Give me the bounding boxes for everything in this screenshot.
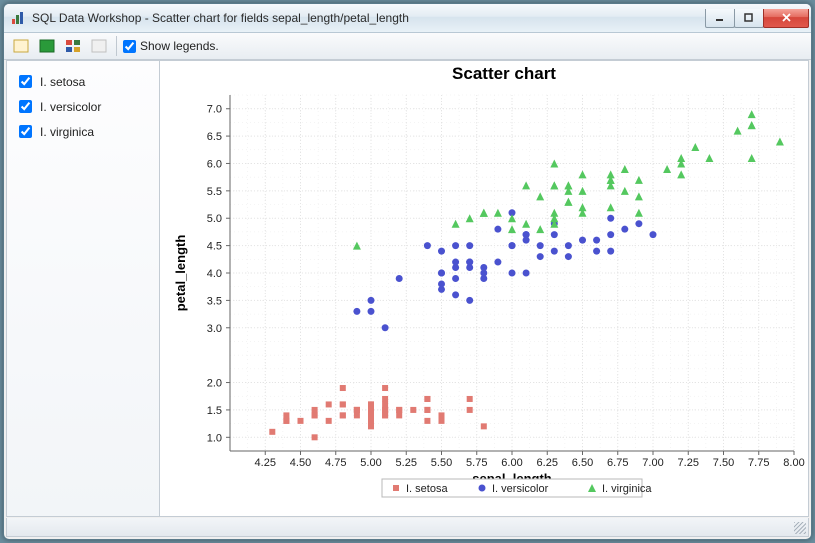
svg-text:I. versicolor: I. versicolor bbox=[492, 483, 549, 495]
svg-text:6.00: 6.00 bbox=[501, 457, 522, 469]
svg-text:4.75: 4.75 bbox=[325, 457, 346, 469]
series-checkbox[interactable] bbox=[19, 125, 32, 138]
content-body: I. setosa I. versicolor I. virginica Sca… bbox=[6, 60, 809, 517]
sidebar-item-label: I. virginica bbox=[40, 125, 94, 139]
svg-text:1.0: 1.0 bbox=[207, 432, 222, 444]
sidebar-item-label: I. setosa bbox=[40, 75, 85, 89]
maximize-button[interactable] bbox=[734, 9, 764, 28]
svg-text:7.75: 7.75 bbox=[748, 457, 769, 469]
svg-text:1.5: 1.5 bbox=[207, 405, 222, 417]
svg-text:5.25: 5.25 bbox=[396, 457, 417, 469]
chart-pane: Scatter chart 4.25 4.50 4.75 5.00 5.25 5.50 5.7… bbox=[160, 61, 808, 516]
chart-style-1-button[interactable] bbox=[10, 35, 32, 57]
svg-text:7.00: 7.00 bbox=[642, 457, 663, 469]
svg-text:5.5: 5.5 bbox=[207, 186, 222, 198]
toolbar: Show legends. bbox=[4, 33, 811, 60]
sidebar-item-setosa[interactable]: I. setosa bbox=[13, 69, 153, 94]
sidebar-item-label: I. versicolor bbox=[40, 100, 101, 114]
svg-text:5.00: 5.00 bbox=[360, 457, 381, 469]
svg-text:I. virginica: I. virginica bbox=[602, 483, 652, 495]
svg-text:petal_length: petal_length bbox=[173, 235, 188, 312]
svg-text:6.75: 6.75 bbox=[607, 457, 628, 469]
svg-text:7.50: 7.50 bbox=[713, 457, 734, 469]
svg-text:4.5: 4.5 bbox=[207, 241, 222, 253]
svg-text:4.0: 4.0 bbox=[207, 268, 222, 280]
svg-text:3.0: 3.0 bbox=[207, 323, 222, 335]
app-window: SQL Data Workshop - Scatter chart for fi… bbox=[3, 3, 812, 540]
series-checkbox[interactable] bbox=[19, 75, 32, 88]
sidebar-item-virginica[interactable]: I. virginica bbox=[13, 119, 153, 144]
scatter-chart: Scatter chart 4.25 4.50 4.75 5.00 5.25 5.50 5.7… bbox=[160, 61, 808, 515]
svg-text:6.5: 6.5 bbox=[207, 131, 222, 143]
svg-text:4.25: 4.25 bbox=[255, 457, 276, 469]
svg-text:5.75: 5.75 bbox=[466, 457, 487, 469]
chart-style-3-button[interactable] bbox=[62, 35, 84, 57]
svg-text:8.00: 8.00 bbox=[783, 457, 804, 469]
sidebar-item-versicolor[interactable]: I. versicolor bbox=[13, 94, 153, 119]
titlebar[interactable]: SQL Data Workshop - Scatter chart for fi… bbox=[4, 4, 811, 33]
svg-text:7.0: 7.0 bbox=[207, 104, 222, 116]
svg-text:5.0: 5.0 bbox=[207, 213, 222, 225]
svg-text:3.5: 3.5 bbox=[207, 295, 222, 307]
series-checkbox[interactable] bbox=[19, 100, 32, 113]
minimize-button[interactable] bbox=[705, 9, 735, 28]
svg-text:5.50: 5.50 bbox=[431, 457, 452, 469]
show-legends-label: Show legends. bbox=[140, 39, 219, 53]
close-button[interactable] bbox=[763, 9, 809, 28]
statusbar bbox=[6, 518, 809, 537]
svg-text:I. setosa: I. setosa bbox=[406, 483, 448, 495]
chart-style-2-button[interactable] bbox=[36, 35, 58, 57]
chart-style-4-button[interactable] bbox=[88, 35, 110, 57]
svg-text:Scatter chart: Scatter chart bbox=[452, 64, 556, 83]
svg-text:6.25: 6.25 bbox=[537, 457, 558, 469]
resize-grip-icon[interactable] bbox=[794, 522, 806, 534]
window-title: SQL Data Workshop - Scatter chart for fi… bbox=[32, 11, 706, 25]
app-icon bbox=[10, 10, 26, 26]
series-sidebar: I. setosa I. versicolor I. virginica bbox=[7, 61, 160, 516]
svg-text:6.50: 6.50 bbox=[572, 457, 593, 469]
svg-text:7.25: 7.25 bbox=[678, 457, 699, 469]
svg-text:6.0: 6.0 bbox=[207, 158, 222, 170]
toolbar-separator bbox=[116, 36, 117, 56]
svg-text:2.0: 2.0 bbox=[207, 378, 222, 390]
show-legends-input[interactable] bbox=[123, 40, 136, 53]
svg-text:4.50: 4.50 bbox=[290, 457, 311, 469]
show-legends-checkbox[interactable]: Show legends. bbox=[123, 39, 219, 53]
